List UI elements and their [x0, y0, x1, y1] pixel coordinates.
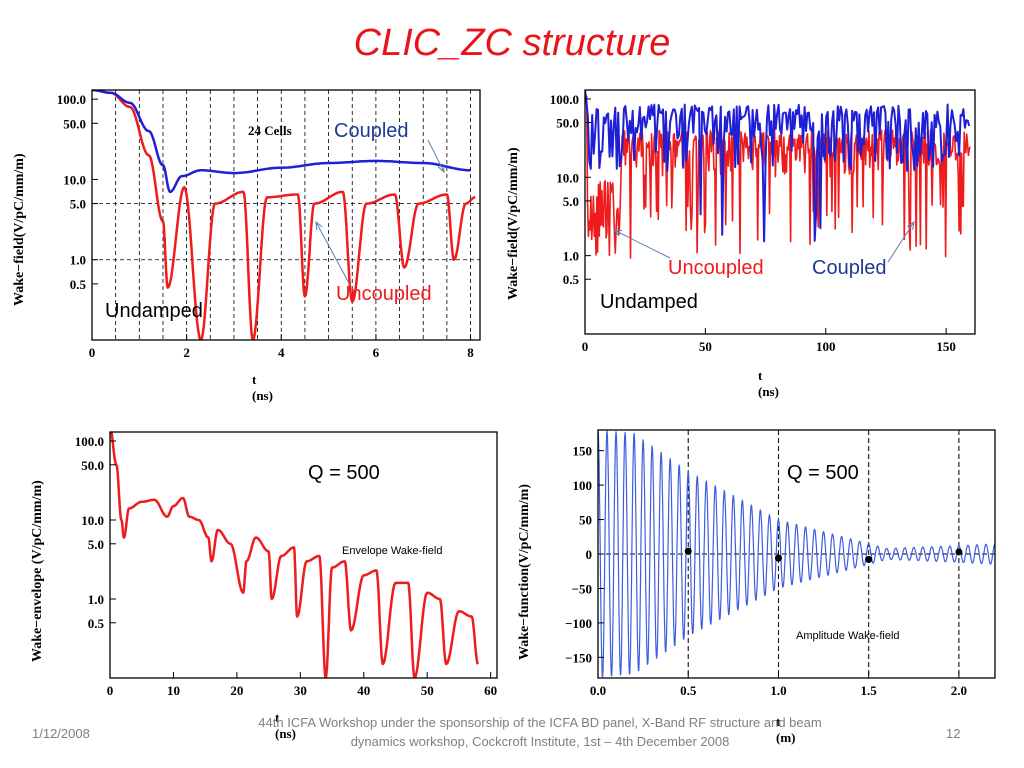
footer-line-1: 44th ICFA Workshop under the sponsorship… [258, 715, 822, 730]
footer-line-2: dynamics workshop, Cockcroft Institute, … [350, 734, 730, 749]
chart1-ytick-label: 0.5 [70, 277, 87, 292]
chart3-frame [109, 431, 498, 679]
chart4-ytick-label: −50 [572, 581, 592, 596]
slide-title: CLIC_ZC structure [353, 22, 671, 64]
chart4-ytick-label: 100 [573, 478, 593, 493]
chart1-xtick-label: 2 [183, 345, 190, 360]
chart2-frame [584, 89, 976, 335]
sample-marker [684, 547, 692, 555]
inset-label-24-cells: 24 Cells [248, 123, 292, 138]
series-coupled-line [585, 90, 971, 243]
arrow-uncoupled-1 [315, 221, 351, 286]
chart1-xtick-label: 6 [373, 345, 380, 360]
chart3-xtick-label: 40 [357, 683, 370, 698]
annotation-undamped-1: Undamped [105, 300, 203, 322]
chart1-ytick-label: 10.0 [63, 172, 86, 187]
annotation-q-500-1: Q = 500 [308, 462, 380, 484]
arrow-coupled-2-head [907, 220, 915, 230]
chart4-xtick-label: 1.0 [770, 683, 786, 698]
chart4-xtick-label: 0.5 [680, 683, 697, 698]
chart3-ytick-label: 100.0 [75, 434, 104, 449]
chart2-ytick-label: 50.0 [556, 116, 579, 131]
chart4-ytick-label: 150 [573, 444, 593, 459]
chart3-xtick-label: 60 [484, 683, 497, 698]
sample-marker [774, 554, 782, 562]
footer-date: 1/12/2008 [32, 726, 90, 741]
annotation-coupled-2: Coupled [812, 257, 887, 279]
chart2-ytick-label: 1.0 [563, 249, 579, 264]
chart-bottom-right-ylabel: Wake−function(V/pC/mm/m) [517, 484, 532, 660]
chart3-ytick-label: 5.0 [88, 537, 104, 552]
chart1-xtick-label: 8 [467, 345, 474, 360]
annotation-uncoupled-1: Uncoupled [336, 283, 432, 305]
arrow-coupled-2 [887, 221, 915, 263]
series-envelope-line [110, 432, 480, 678]
chart3-ytick-label: 50.0 [81, 458, 104, 473]
chart4-ytick-label: −150 [565, 650, 592, 665]
chart-top-left-xlabel: t (ns) [252, 372, 273, 403]
chart-bottom-right-xlabel: t (m) [776, 714, 796, 745]
chart3-xtick-label: 50 [421, 683, 434, 698]
series-uncoupled-line [92, 90, 476, 340]
chart2-xtick-label: 150 [936, 339, 956, 354]
sample-marker [955, 548, 963, 556]
arrow-coupled-1-head [437, 163, 445, 174]
chart4-xtick-label: 1.5 [861, 683, 878, 698]
chart3-ytick-label: 0.5 [88, 616, 105, 631]
annotation-amplitude-wake-field: Amplitude Wake-field [796, 630, 900, 642]
chart1-ytick-label: 1.0 [70, 253, 86, 268]
footer-workshop-text: 44th ICFA Workshop under the sponsorship… [190, 713, 890, 751]
annotation-coupled-1: Coupled [334, 120, 409, 142]
chart4-xtick-label: 0.0 [590, 683, 606, 698]
arrow-uncoupled-2 [613, 229, 671, 259]
annotation-q-500-2: Q = 500 [787, 462, 859, 484]
annotation-uncoupled-2: Uncoupled [668, 257, 764, 279]
chart-top-right-xlabel: t (ns) [758, 368, 779, 399]
arrow-coupled-1 [427, 139, 445, 173]
annotation-envelope-wake-field: Envelope Wake-field [342, 545, 443, 557]
chart2-ytick-label: 10.0 [556, 170, 579, 185]
chart4-ytick-label: 50 [579, 513, 592, 528]
chart2-ytick-label: 5.0 [563, 194, 579, 209]
footer-page-number: 12 [946, 726, 961, 741]
chart2-xtick-label: 100 [816, 339, 836, 354]
chart2-ytick-label: 0.5 [563, 272, 580, 287]
chart1-xtick-label: 4 [278, 345, 285, 360]
chart1-xtick-label: 0 [89, 345, 96, 360]
chart2-ytick-label: 100.0 [550, 92, 579, 107]
chart1-ytick-label: 50.0 [63, 116, 86, 131]
chart4-ytick-label: −100 [565, 616, 592, 631]
chart1-frame [91, 89, 481, 341]
chart-bottom-left-xlabel: t (ns) [275, 710, 296, 741]
chart4-xtick-label: 2.0 [951, 683, 967, 698]
chart2-xtick-label: 50 [699, 339, 712, 354]
chart3-xtick-label: 20 [230, 683, 243, 698]
chart3-xtick-label: 10 [167, 683, 180, 698]
chart3-xtick-label: 0 [107, 683, 114, 698]
chart3-xtick-label: 30 [294, 683, 307, 698]
chart1-ytick-label: 100.0 [57, 92, 86, 107]
chart3-ytick-label: 1.0 [88, 592, 104, 607]
chart3-ytick-label: 10.0 [81, 513, 104, 528]
series-coupled-line [92, 90, 471, 194]
chart2-xtick-label: 0 [582, 339, 589, 354]
series-wake-function-line [598, 430, 995, 678]
chart1-ytick-label: 5.0 [70, 197, 86, 212]
chart4-ytick-label: 0 [586, 547, 593, 562]
arrow-uncoupled-2-head [612, 229, 623, 237]
sample-marker [865, 556, 873, 564]
arrow-uncoupled-1-head [315, 220, 323, 231]
annotation-undamped-2: Undamped [600, 291, 698, 313]
